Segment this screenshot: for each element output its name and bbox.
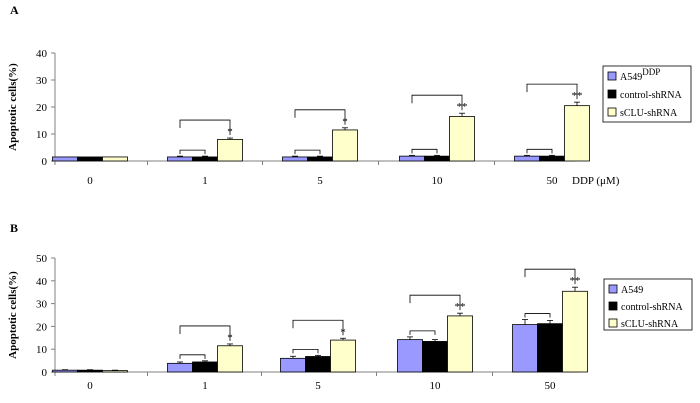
panel-b: B 0 10 20 30 40 50 Apoptotic cells(%) 0 1 * 5 * 10 ** 5… bbox=[7, 221, 693, 392]
bracket-low bbox=[411, 148, 438, 154]
legend-swatch bbox=[607, 107, 617, 117]
bracket-low bbox=[179, 149, 206, 155]
bar-A549 bbox=[399, 155, 425, 162]
bar-sCLU-shRNA bbox=[562, 290, 588, 373]
bar-sCLU-shRNA bbox=[217, 345, 243, 373]
bracket-low bbox=[524, 313, 551, 318]
bar-control-shRNA bbox=[192, 361, 218, 373]
x-tick-label: 5 bbox=[315, 380, 321, 392]
significance-mark: * bbox=[342, 116, 348, 128]
x-tick-label: 50 bbox=[545, 380, 557, 392]
bar-A549 bbox=[514, 155, 540, 162]
bracket-high bbox=[292, 319, 344, 336]
legend-swatch bbox=[608, 284, 618, 294]
bar-control-shRNA bbox=[305, 356, 331, 373]
bar-control-shRNA bbox=[424, 155, 450, 162]
y-tick-label: 20 bbox=[36, 102, 48, 114]
bar-control-shRNA bbox=[192, 156, 218, 162]
bar-A549 bbox=[52, 156, 78, 162]
legend-label: A549DDP bbox=[620, 67, 660, 83]
bracket-low bbox=[294, 149, 321, 155]
significance-mark: * bbox=[340, 326, 346, 338]
x-tick-label: 5 bbox=[317, 175, 323, 187]
y-tick-label: 10 bbox=[36, 129, 48, 141]
legend-label: sCLU-shRNA bbox=[621, 319, 679, 330]
bar-sCLU-shRNA bbox=[217, 138, 243, 162]
bracket-high bbox=[294, 109, 346, 125]
panel-letter: A bbox=[10, 3, 19, 17]
bracket-high bbox=[411, 94, 463, 111]
bar-sCLU-shRNA bbox=[330, 339, 356, 373]
bracket-high bbox=[409, 294, 461, 311]
x-tick-label: 1 bbox=[202, 380, 208, 392]
bar-sCLU-shRNA bbox=[102, 370, 128, 373]
bar-control-shRNA bbox=[539, 155, 565, 162]
bracket-low bbox=[292, 348, 319, 354]
bar-A549 bbox=[280, 357, 306, 373]
bar-control-shRNA bbox=[77, 156, 103, 162]
x-tick-label: 10 bbox=[430, 380, 442, 392]
y-axis-label: Apoptotic cells(%) bbox=[7, 63, 19, 151]
significance-mark: ** bbox=[570, 275, 581, 287]
legend-box bbox=[602, 65, 692, 123]
significance-mark: ** bbox=[457, 101, 468, 113]
bar-A549 bbox=[167, 362, 193, 373]
x-tick-label: 10 bbox=[432, 175, 444, 187]
y-tick-label: 40 bbox=[36, 48, 48, 60]
bracket-high bbox=[179, 119, 231, 136]
legend-swatch bbox=[608, 301, 618, 311]
x-tick-label: 50 bbox=[547, 175, 559, 187]
significance-mark: * bbox=[227, 332, 233, 344]
bar-A549 bbox=[397, 339, 423, 373]
bar-sCLU-shRNA bbox=[564, 105, 590, 162]
y-tick-label: 30 bbox=[36, 75, 48, 87]
bracket-low bbox=[179, 354, 206, 359]
legend-swatch bbox=[607, 71, 617, 81]
bar-control-shRNA bbox=[77, 369, 103, 373]
y-axis-label: Apoptotic cells(%) bbox=[7, 271, 19, 359]
panel-a: A 0 10 20 30 40 Apoptotic cells(%) 0 1 * 5 * 10 ** 50 *… bbox=[7, 3, 692, 187]
y-tick-label: 10 bbox=[36, 344, 48, 356]
bar-A549 bbox=[512, 324, 538, 373]
bar-sCLU-shRNA bbox=[102, 156, 128, 162]
y-tick-label: 40 bbox=[36, 276, 48, 288]
bar-control-shRNA bbox=[422, 341, 448, 373]
x-axis-label: DDP (μM) bbox=[572, 175, 620, 187]
y-tick-label: 50 bbox=[36, 253, 48, 265]
y-tick-label: 0 bbox=[42, 367, 48, 379]
significance-mark: * bbox=[227, 126, 233, 138]
legend-box bbox=[603, 278, 693, 331]
bracket-high bbox=[526, 83, 578, 100]
bracket-high bbox=[524, 268, 576, 285]
significance-mark: ** bbox=[572, 90, 583, 102]
bar-A549 bbox=[282, 156, 308, 162]
bar-sCLU-shRNA bbox=[447, 315, 473, 373]
x-tick-label: 0 bbox=[87, 380, 93, 392]
bracket-low bbox=[526, 148, 553, 154]
bar-A549 bbox=[52, 369, 78, 373]
significance-mark: ** bbox=[455, 301, 466, 313]
y-tick-label: 0 bbox=[42, 156, 48, 168]
bar-sCLU-shRNA bbox=[332, 129, 358, 162]
bar-A549 bbox=[167, 156, 193, 162]
bar-sCLU-shRNA bbox=[449, 116, 475, 162]
bar-control-shRNA bbox=[307, 156, 333, 162]
bracket-high bbox=[179, 325, 231, 341]
y-tick-label: 20 bbox=[36, 321, 48, 333]
y-tick-label: 30 bbox=[36, 299, 48, 311]
x-tick-label: 0 bbox=[87, 175, 93, 187]
panel-letter: B bbox=[10, 221, 18, 235]
x-tick-label: 1 bbox=[202, 175, 208, 187]
bracket-low bbox=[409, 330, 436, 335]
legend-swatch bbox=[607, 89, 617, 99]
legend-label: sCLU-shRNA bbox=[620, 108, 678, 119]
legend-swatch bbox=[608, 318, 618, 328]
legend-label: control-shRNA bbox=[621, 302, 683, 313]
legend-label: A549 bbox=[621, 285, 643, 296]
bar-control-shRNA bbox=[537, 323, 563, 373]
legend-label: control-shRNA bbox=[620, 90, 682, 101]
